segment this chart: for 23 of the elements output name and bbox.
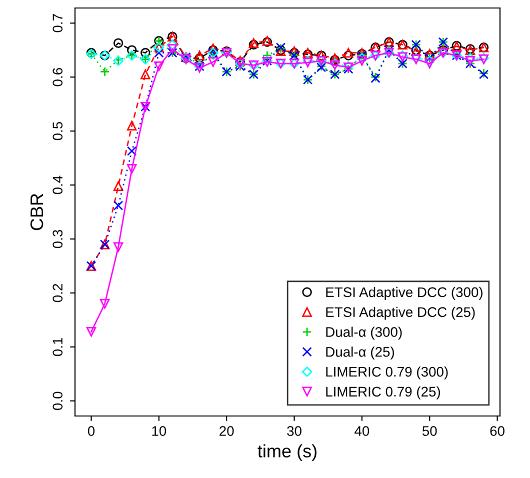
y-tick-label: 0.3 (52, 230, 63, 248)
x-tick-label: 50 (422, 426, 437, 436)
legend-label: Dual-α (25) (326, 346, 394, 360)
y-tick-label: 0.2 (52, 284, 63, 302)
y-tick-label: 0.6 (52, 68, 63, 86)
y-tick-label: 0.0 (52, 392, 63, 410)
legend-label: ETSI Adaptive DCC (300) (326, 286, 482, 300)
y-tick-label: 0.5 (52, 122, 63, 140)
x-tick-label: 0 (88, 426, 95, 436)
x-axis-title: time (s) (258, 444, 316, 462)
x-tick-label: 20 (220, 426, 234, 436)
x-tick-label: 40 (354, 426, 370, 436)
y-tick-label: 0.4 (52, 176, 63, 194)
y-axis-title: CBR (30, 194, 44, 230)
y-tick-label: 0.7 (52, 14, 63, 32)
y-tick-label: 0.1 (52, 338, 63, 356)
x-tick-label: 30 (287, 426, 302, 436)
x-tick-label: 10 (152, 426, 166, 436)
legend-label: LIMERIC 0.79 (300) (326, 366, 448, 380)
legend-label: Dual-α (300) (326, 326, 402, 340)
legend-label: ETSI Adaptive DCC (25) (326, 306, 475, 320)
x-tick-label: 60 (490, 426, 504, 436)
legend-label: LIMERIC 0.79 (25) (326, 386, 440, 400)
